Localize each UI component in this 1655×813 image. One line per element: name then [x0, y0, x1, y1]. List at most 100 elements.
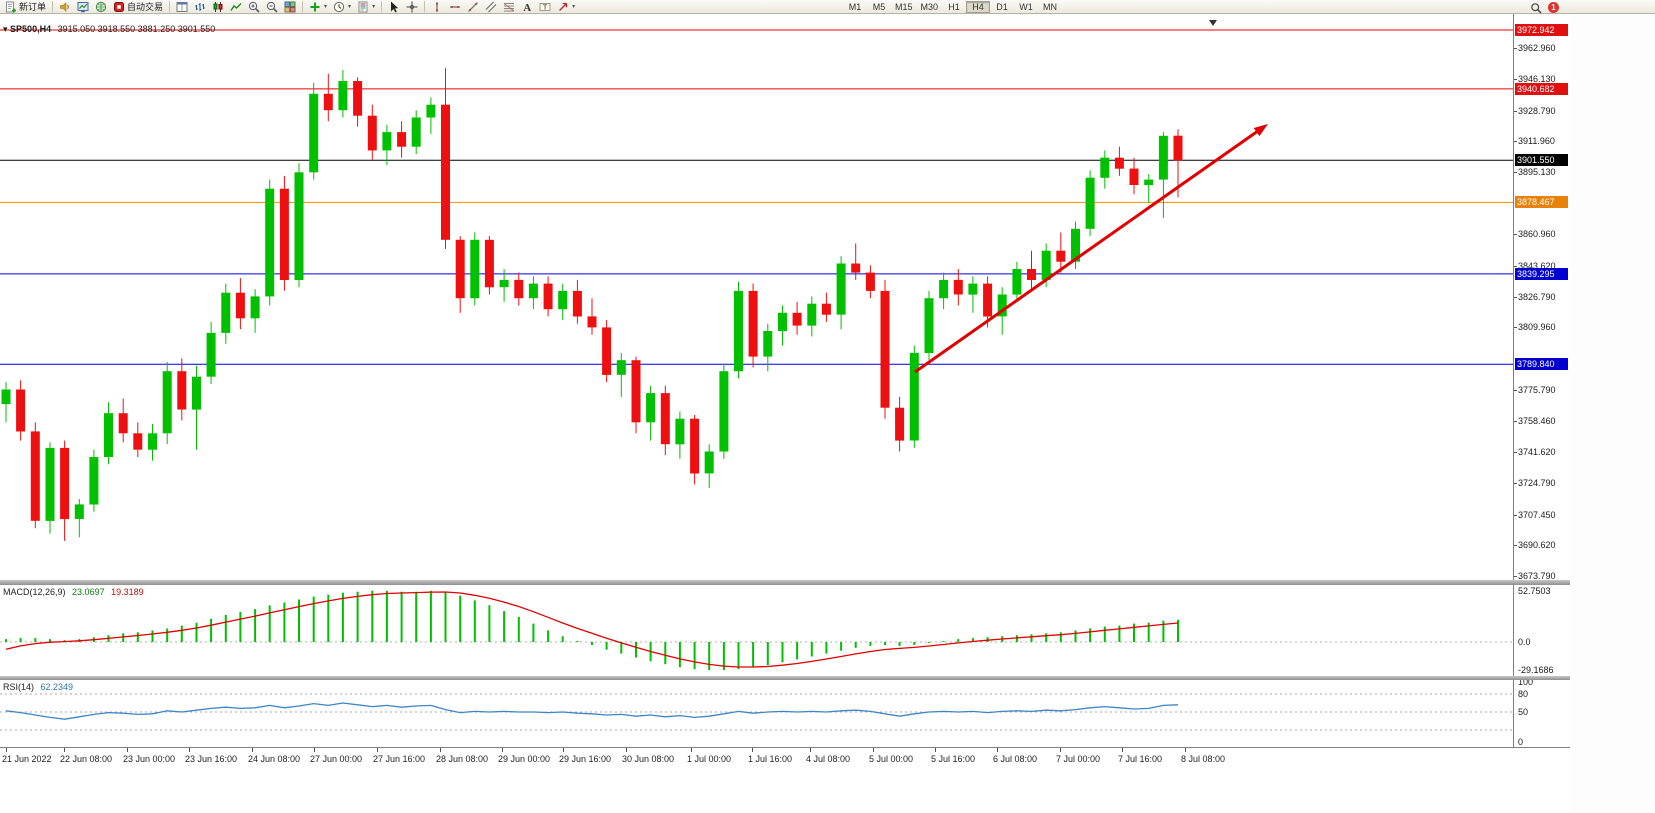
- chart-symbol: SP500,H4: [10, 24, 52, 34]
- tile-windows-button[interactable]: [281, 0, 299, 13]
- timeframe-m5-button[interactable]: M5: [872, 2, 886, 12]
- timeframe-w1-button[interactable]: W1: [1019, 2, 1033, 12]
- price-tick-label: 3775.790: [1518, 384, 1556, 395]
- price-tick-mark: [1514, 576, 1517, 577]
- price-level-label[interactable]: 3940.682: [1515, 82, 1568, 95]
- rsi-panel[interactable]: [0, 680, 1513, 747]
- search-button[interactable]: [1530, 2, 1542, 14]
- auto-trading-button-label: 自动交易: [127, 2, 164, 12]
- timeframe-m30-button[interactable]: M30: [920, 2, 939, 12]
- macd-value-main: 23.0697: [72, 587, 105, 597]
- time-axis-label: 24 Jun 08:00: [248, 754, 301, 764]
- rsi-tick-label: 80: [1518, 689, 1529, 699]
- timeframe-m1-button[interactable]: M1: [848, 2, 862, 12]
- price-tick-label: 3860.960: [1518, 229, 1556, 240]
- indicators-button[interactable]: ▾: [306, 0, 330, 13]
- time-axis[interactable]: 21 Jun 2022 22 Jun 08:00 23 Jun 00:00 23 Ju…: [0, 747, 1570, 768]
- line-chart-button[interactable]: [227, 0, 245, 13]
- timeframe-d1-button[interactable]: D1: [996, 2, 1008, 12]
- trendline-button[interactable]: [464, 0, 482, 13]
- cursor-button[interactable]: [385, 0, 403, 13]
- time-axis-tick: [873, 748, 874, 752]
- price-tick-label: 3826.790: [1518, 291, 1556, 302]
- price-tick-mark: [1514, 297, 1517, 298]
- auto-trading-button[interactable]: 自动交易: [110, 0, 166, 13]
- timeframe-m15-button[interactable]: M15: [895, 2, 913, 12]
- price-tick-label: 3928.790: [1518, 105, 1556, 116]
- fibonacci-icon: [503, 2, 515, 11]
- vertical-line-button[interactable]: [428, 0, 446, 13]
- time-axis-label: 6 Jul 08:00: [993, 754, 1038, 764]
- trend-arrow[interactable]: [914, 124, 1268, 374]
- panel-divider[interactable]: [0, 580, 1570, 585]
- arrows-button[interactable]: ▾: [554, 0, 578, 13]
- panel-divider[interactable]: [0, 676, 1570, 680]
- time-axis-label: 29 Jun 16:00: [559, 754, 612, 764]
- rsi-tick-label: 50: [1518, 707, 1529, 717]
- price-tick-label: 3809.960: [1518, 322, 1556, 333]
- periods-button[interactable]: ▾: [330, 0, 354, 13]
- time-axis-label: 7 Jul 16:00: [1118, 754, 1163, 764]
- time-axis-label: 28 Jun 08:00: [436, 754, 489, 764]
- rsi-label: RSI(14) 62.2349: [3, 682, 73, 692]
- fibonacci-button[interactable]: [500, 0, 518, 13]
- price-level-label[interactable]: 3839.295: [1515, 267, 1568, 280]
- timeframe-h4-button[interactable]: H4: [966, 1, 991, 13]
- price-chart[interactable]: [0, 14, 1513, 580]
- time-axis-label: 23 Jun 16:00: [185, 754, 238, 764]
- time-axis-label: 30 Jun 08:00: [622, 754, 675, 764]
- price-tick-mark: [1514, 266, 1517, 267]
- label-button[interactable]: T: [536, 0, 554, 13]
- zoom-out-icon: [266, 1, 278, 13]
- charts-window-button[interactable]: [74, 0, 92, 13]
- price-tick-label: 3962.960: [1518, 43, 1556, 54]
- timeframe-toolbar: M1 M5 M15 M30 H1 H4 D1 W1 MN: [843, 0, 1062, 14]
- macd-histogram: [5, 590, 1179, 670]
- price-tick-label: 3895.130: [1518, 167, 1556, 178]
- timeframe-mn-button[interactable]: MN: [1043, 2, 1058, 12]
- time-axis-label: 27 Jun 00:00: [310, 754, 363, 764]
- dropdown-caret-icon: ▾: [572, 4, 576, 10]
- horizontal-line-icon: [450, 5, 461, 8]
- new-order-button[interactable]: 新订单: [2, 0, 49, 13]
- cursor-icon: [391, 1, 399, 12]
- time-axis-tick: [1122, 748, 1123, 752]
- right-margin: [1570, 14, 1655, 813]
- dropdown-caret-icon: ▾: [348, 4, 352, 10]
- time-axis-label: 1 Jul 16:00: [748, 754, 793, 764]
- time-axis-label: 22 Jun 08:00: [60, 754, 113, 764]
- collapse-marker-icon[interactable]: ▾: [3, 24, 8, 34]
- candle-chart-button[interactable]: [209, 0, 227, 13]
- notification-badge[interactable]: 1: [1548, 2, 1559, 13]
- templates-button[interactable]: ▾: [354, 0, 378, 13]
- bar-chart-button[interactable]: [191, 0, 209, 13]
- channel-button[interactable]: [482, 0, 500, 13]
- macd-panel[interactable]: [0, 585, 1513, 676]
- sound-button[interactable]: [56, 0, 74, 13]
- market-depth-button[interactable]: [92, 0, 110, 13]
- price-axis[interactable]: 3962.960 3946.130 3928.790 3911.960 3895.130…: [1513, 14, 1570, 747]
- candlesticks: [1, 68, 1183, 541]
- chart-shift-marker-icon[interactable]: [1209, 20, 1217, 26]
- horizontal-line-button[interactable]: [446, 0, 464, 13]
- price-level-label[interactable]: 3789.840: [1515, 358, 1568, 371]
- time-axis-tick: [377, 748, 378, 752]
- time-axis-label: 5 Jul 00:00: [869, 754, 914, 764]
- toolbar-separator: [424, 1, 426, 12]
- timeframe-h1-button[interactable]: H1: [948, 2, 960, 12]
- profiles-button[interactable]: [173, 0, 191, 13]
- text-button[interactable]: A: [518, 0, 536, 13]
- zoom-in-button[interactable]: [245, 0, 263, 13]
- zoom-out-button[interactable]: [263, 0, 281, 13]
- sound-icon: [60, 1, 69, 12]
- rsi-tick-label: 100: [1518, 677, 1534, 687]
- toolbar-separator: [302, 1, 304, 12]
- vertical-line-icon: [436, 1, 439, 12]
- price-level-label[interactable]: 3878.467: [1515, 196, 1568, 209]
- crosshair-button[interactable]: [403, 0, 421, 13]
- period-icon: [333, 1, 345, 12]
- dropdown-caret-icon: ▾: [324, 4, 328, 10]
- price-level-label[interactable]: 3972.942: [1515, 24, 1568, 36]
- price-level-label[interactable]: 3901.550: [1515, 154, 1568, 167]
- macd-tick-label: 0.0: [1518, 637, 1531, 647]
